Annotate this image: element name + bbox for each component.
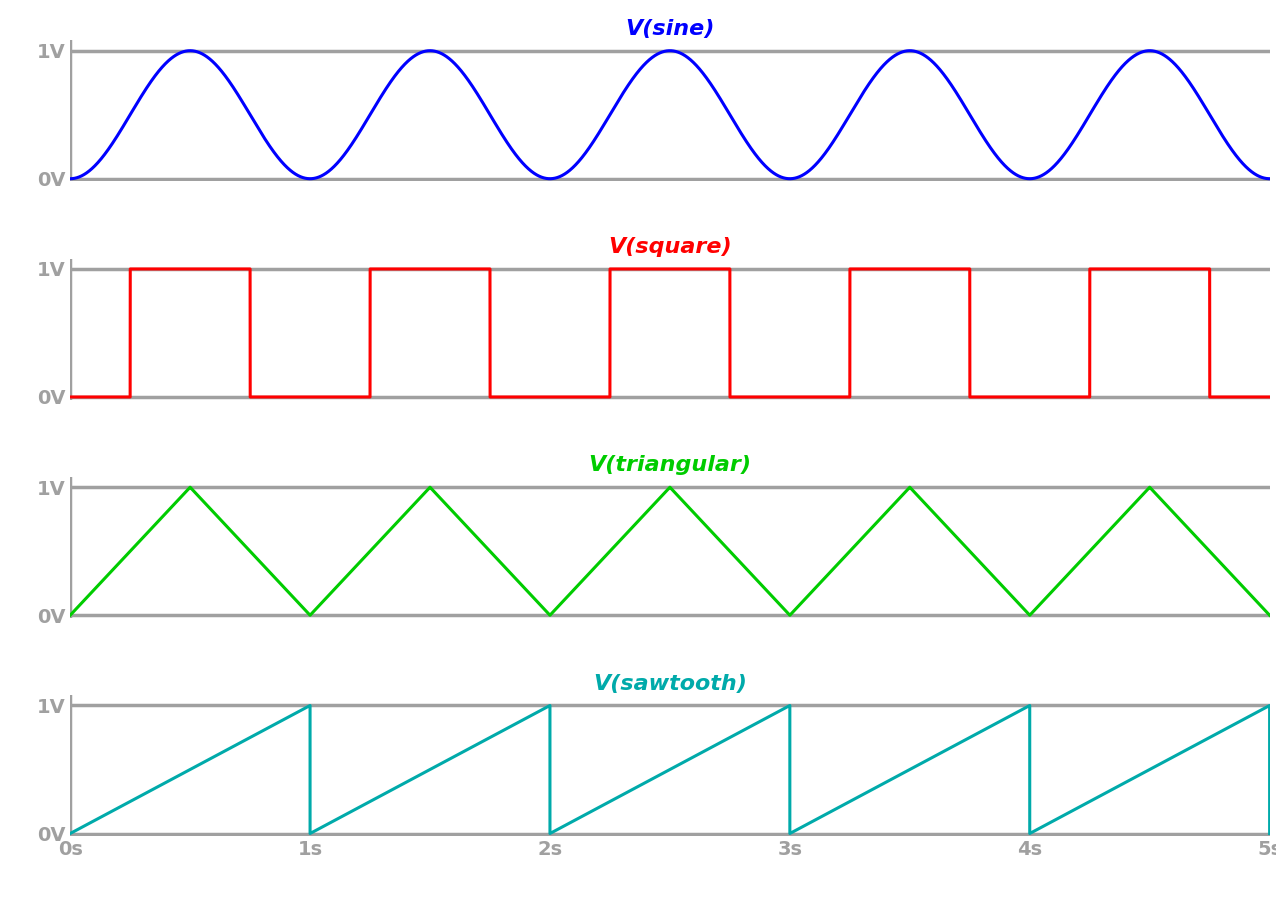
Title: V(triangular): V(triangular) [588, 456, 752, 476]
Title: V(square): V(square) [609, 237, 731, 257]
Title: V(sine): V(sine) [625, 19, 715, 39]
Title: V(sawtooth): V(sawtooth) [593, 673, 746, 694]
